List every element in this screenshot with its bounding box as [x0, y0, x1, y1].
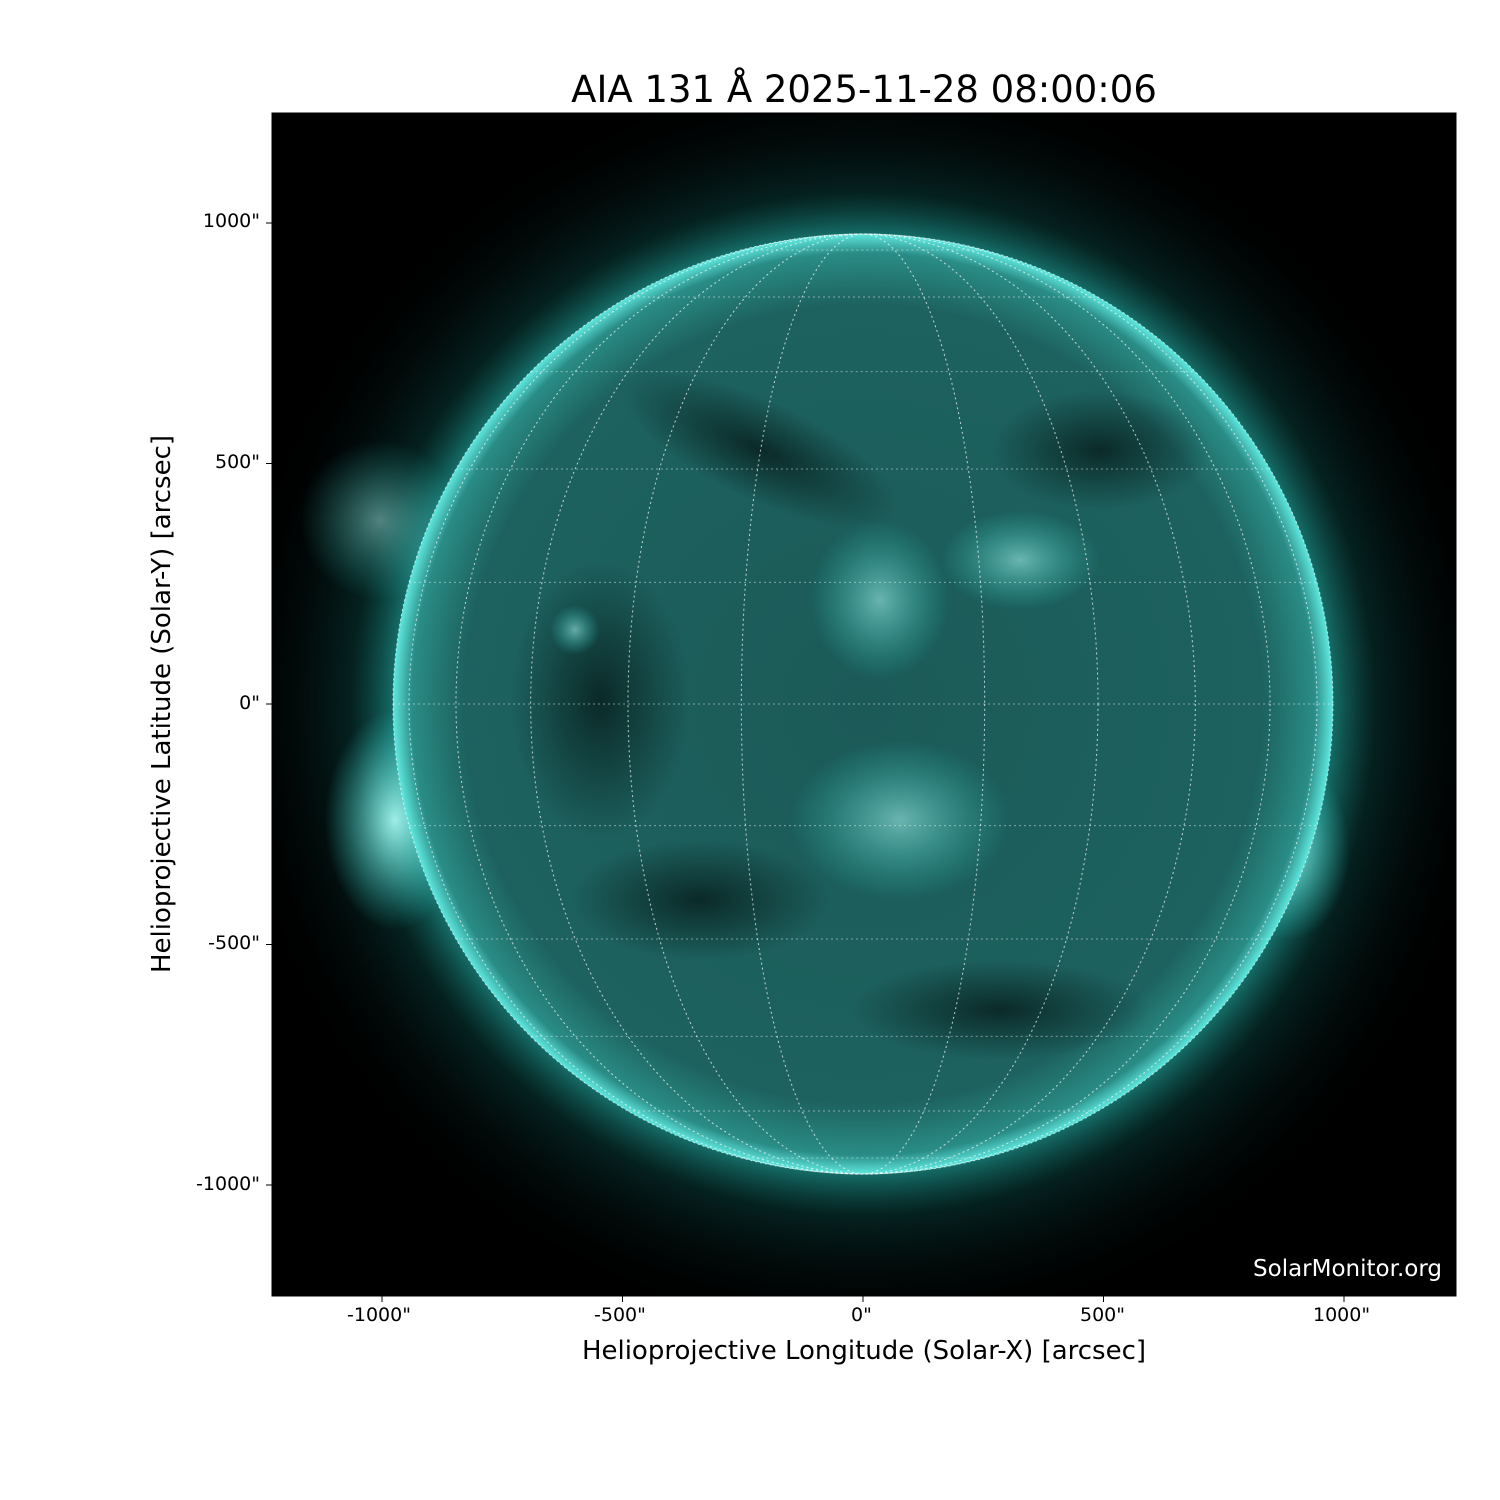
axis-ticks: [266, 222, 1345, 1302]
x-tick-label: 1000": [1313, 1304, 1371, 1326]
longitude-line: [740, 233, 986, 1175]
plot-title: AIA 131 Å 2025-11-28 08:00:06: [571, 68, 1157, 111]
y-tick-label: 500": [214, 451, 260, 473]
y-tick-label: 1000": [202, 210, 260, 232]
longitude-line: [740, 233, 986, 1175]
longitude-line: [455, 233, 1271, 1175]
coronal-holes: [510, 372, 1210, 1060]
longitude-line: [627, 233, 1099, 1175]
x-tick-label: -500": [594, 1304, 646, 1326]
x-tick-label: 500": [1080, 1304, 1126, 1326]
x-axis-label: Helioprojective Longitude (Solar-X) [arc…: [581, 1336, 1147, 1366]
longitude-line: [392, 233, 1334, 1175]
watermark: SolarMonitor.org: [1253, 1256, 1442, 1282]
y-tick-label: -1000": [196, 1173, 260, 1195]
longitude-line: [408, 233, 1318, 1175]
x-tick-label: -1000": [347, 1304, 411, 1326]
longitude-line: [392, 233, 1334, 1175]
heliographic-grid: [392, 233, 1334, 1175]
longitude-line: [408, 233, 1318, 1175]
x-tick-label: 0": [851, 1304, 872, 1326]
active-regions: [550, 510, 1100, 900]
longitude-line: [530, 233, 1196, 1175]
longitude-line: [455, 233, 1271, 1175]
y-axis-label: Helioprojective Latitude (Solar-Y) [arcs…: [147, 434, 177, 974]
longitude-line: [530, 233, 1196, 1175]
y-tick-label: 0": [239, 692, 260, 714]
longitude-line: [627, 233, 1099, 1175]
y-tick-label: -500": [208, 932, 260, 954]
